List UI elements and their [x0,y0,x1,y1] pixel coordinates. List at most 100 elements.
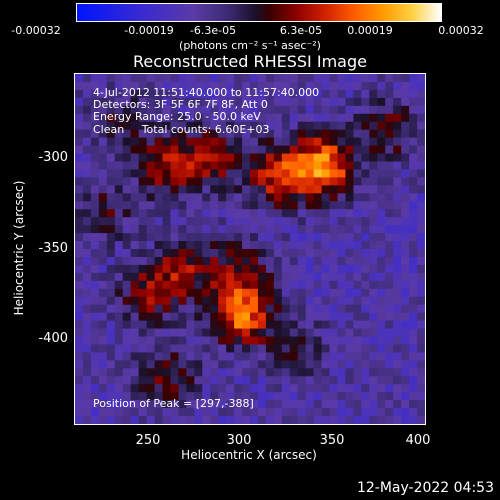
heatmap-cell [281,193,291,202]
heatmap-cell [377,129,386,139]
heatmap-cell [122,328,132,338]
heatmap-cell [202,233,211,242]
heatmap-cell [393,249,402,258]
heatmap-cell [305,233,315,242]
heatmap-cell [146,288,156,298]
heatmap-cell [234,233,243,242]
heatmap-cell [98,185,108,194]
heatmap-cell [90,209,100,218]
heatmap-cell [138,296,148,306]
heatmap-cell [401,201,410,210]
heatmap-cell [98,256,108,266]
heatmap-cell [170,241,179,250]
heatmap-cell [265,74,275,83]
heatmap-cell [146,161,156,171]
heatmap-cell [393,376,402,385]
heatmap-cell [305,408,315,417]
x-tick-label: 250 [135,433,161,448]
heatmap-cell [409,400,418,409]
heatmap-cell [337,129,347,139]
heatmap-cell [369,217,378,226]
heatmap-cell [146,264,156,274]
heatmap-cell [289,328,299,338]
heatmap-cell [417,416,425,424]
heatmap-cell [186,161,195,171]
heatmap-cell [202,177,211,186]
heatmap-cell [417,336,425,346]
heatmap-cell [417,225,425,234]
heatmap-cell [106,185,116,194]
heatmap-cell [369,81,378,91]
heatmap-cell [170,145,179,155]
heatmap-cell [353,105,362,115]
heatmap-cell [297,153,307,163]
heatmap-cell [114,177,124,186]
heatmap-cell [273,376,283,385]
heatmap-cell [82,368,92,377]
heatmap-cell [257,217,267,226]
heatmap-cell [273,185,283,194]
heatmap-cell [337,416,347,424]
heatmap-cell [170,185,179,194]
heatmap-cell [178,368,187,377]
heatmap-cell [154,256,164,266]
heatmap-cell [122,193,132,202]
heatmap-cell [257,360,267,369]
heatmap-cell [130,408,140,417]
heatmap-cell [138,328,148,338]
heatmap-cell [242,145,251,155]
heatmap-cell [289,193,299,202]
heatmap-cell [361,249,370,258]
heatmap-cell [417,81,425,91]
heatmap-cell [321,185,331,194]
heatmap-cell [82,288,92,298]
heatmap-cell [417,217,425,226]
heatmap-cell [369,105,378,115]
heatmap-cell [106,352,116,361]
heatmap-cell [337,368,347,377]
heatmap-cell [409,81,418,91]
heatmap-cell [305,97,315,107]
heatmap-cell [75,129,84,139]
heatmap-cell [377,74,386,83]
heatmap-cell [122,400,132,409]
heatmap-cell [361,288,370,298]
heatmap-cell [114,185,124,194]
heatmap-cell [409,408,418,417]
heatmap-cell [393,129,402,139]
heatmap-cell [369,400,378,409]
heatmap-cell [234,153,243,163]
y-axis-label: Heliocentric Y (arcsec) [12,180,26,316]
heatmap-cell [305,352,315,361]
heatmap-cell [98,105,108,115]
heatmap-cell [218,272,227,282]
heatmap-cell [90,137,100,147]
heatmap-cell [138,177,148,186]
heatmap-cell [353,89,362,99]
heatmap-cell [417,360,425,369]
heatmap-cell [226,217,235,226]
heatmap-cell [313,312,323,322]
heatmap-cell [98,368,108,377]
heatmap-cell [289,217,299,226]
heatmap-cell [265,177,275,186]
heatmap [75,74,425,424]
heatmap-cell [194,256,203,266]
heatmap-cell [170,129,179,139]
heatmap-cell [170,81,179,91]
heatmap-cell [130,400,140,409]
heatmap-cell [297,217,307,226]
heatmap-cell [82,145,92,155]
heatmap-cell [90,328,100,338]
heatmap-cell [409,177,418,186]
heatmap-cell [234,264,243,274]
heatmap-cell [154,352,164,361]
heatmap-cell [218,129,227,139]
heatmap-cell [265,368,275,377]
heatmap-cell [257,193,267,202]
heatmap-cell [202,304,211,314]
heatmap-cell [234,416,243,424]
heatmap-cell [361,344,370,353]
heatmap-cell [122,312,132,322]
heatmap-cell [90,344,100,353]
